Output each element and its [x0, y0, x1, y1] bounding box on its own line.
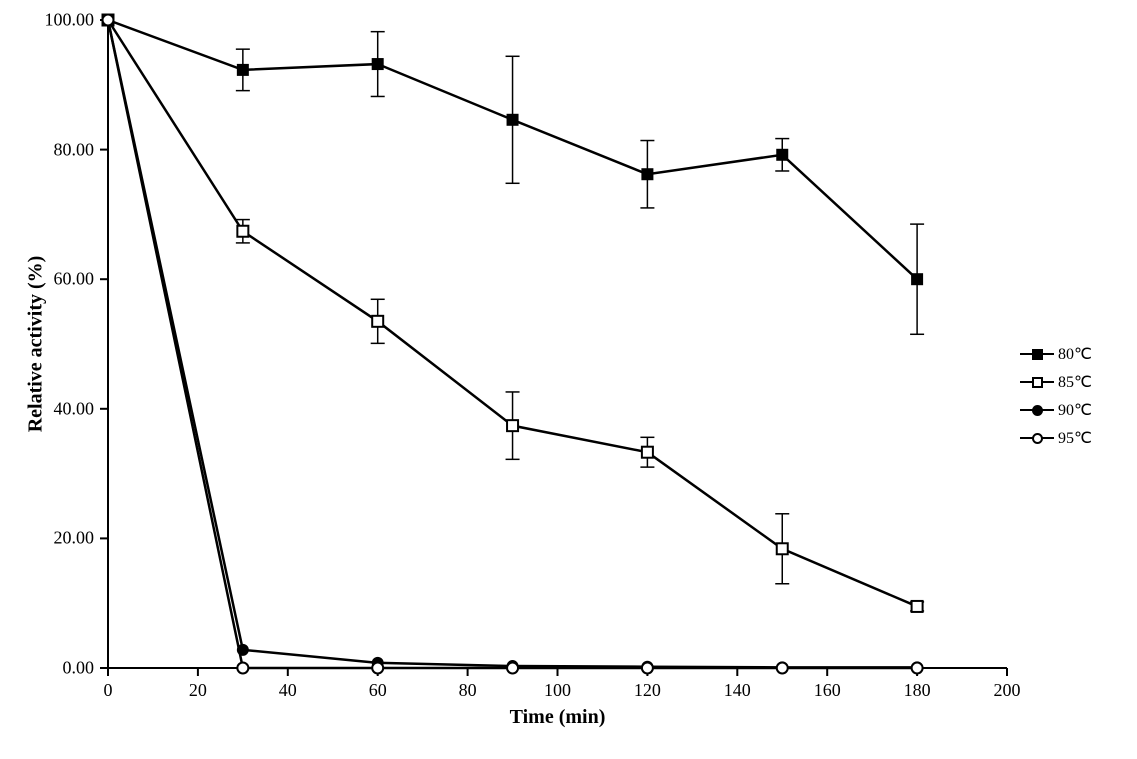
plot-area — [108, 20, 1007, 668]
x-tick-label: 200 — [994, 680, 1021, 701]
x-tick-label: 140 — [724, 680, 751, 701]
legend: 80℃ 85℃ 90℃ 95℃ — [1020, 340, 1092, 452]
legend-swatch — [1020, 433, 1054, 444]
legend-label: 85℃ — [1058, 372, 1092, 392]
circle-open-icon — [1032, 433, 1043, 444]
x-tick-label: 0 — [104, 680, 113, 701]
x-tick-label: 20 — [189, 680, 207, 701]
legend-item: 90℃ — [1020, 396, 1092, 424]
y-tick-label: 40.00 — [54, 398, 95, 419]
legend-label: 90℃ — [1058, 400, 1092, 420]
legend-item: 85℃ — [1020, 368, 1092, 396]
y-axis-label: Relative activity (%) — [25, 256, 48, 433]
circle-filled-icon — [1032, 405, 1043, 416]
x-tick-label: 40 — [279, 680, 297, 701]
legend-item: 95℃ — [1020, 424, 1092, 452]
x-tick-label: 80 — [459, 680, 477, 701]
y-tick-label: 20.00 — [54, 528, 95, 549]
square-open-icon — [1032, 377, 1043, 388]
legend-label: 80℃ — [1058, 344, 1092, 364]
y-tick-label: 100.00 — [45, 10, 95, 31]
legend-item: 80℃ — [1020, 340, 1092, 368]
x-tick-label: 60 — [369, 680, 387, 701]
x-tick-label: 100 — [544, 680, 571, 701]
y-tick-label: 60.00 — [54, 269, 95, 290]
x-tick-label: 120 — [634, 680, 661, 701]
y-tick-label: 80.00 — [54, 139, 95, 160]
legend-label: 95℃ — [1058, 428, 1092, 448]
chart-container: Time (min) Relative activity (%) 80℃ 85℃ 9… — [0, 0, 1137, 759]
legend-swatch — [1020, 377, 1054, 388]
legend-swatch — [1020, 405, 1054, 416]
x-tick-label: 160 — [814, 680, 841, 701]
square-filled-icon — [1032, 349, 1043, 360]
x-tick-label: 180 — [904, 680, 931, 701]
y-tick-label: 0.00 — [63, 658, 95, 679]
legend-swatch — [1020, 349, 1054, 360]
x-axis-label: Time (min) — [510, 706, 606, 729]
